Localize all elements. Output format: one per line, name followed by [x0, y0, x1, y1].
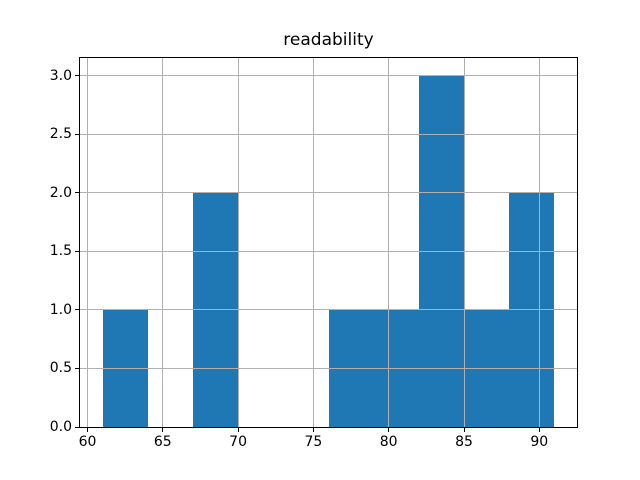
x-tick-label: 90 [530, 434, 549, 450]
gridline-horizontal [80, 133, 577, 135]
y-tick-mark [75, 250, 79, 252]
x-tick-mark [538, 428, 540, 432]
chart-title: readability [283, 30, 374, 50]
gridline-horizontal [80, 309, 577, 311]
gridline-vertical [388, 58, 390, 427]
x-tick-label: 85 [455, 434, 473, 450]
y-tick-mark [75, 309, 79, 311]
y-tick-label: 1.0 [49, 301, 72, 318]
x-tick-label: 75 [304, 434, 323, 450]
gridline-vertical [87, 58, 88, 427]
y-tick-label: 2.0 [49, 184, 72, 201]
x-tick-label: 60 [78, 434, 97, 450]
grid-layer [80, 58, 577, 427]
gridline-horizontal [80, 250, 577, 252]
y-tick-mark [75, 367, 79, 369]
x-tick-mark [388, 428, 390, 432]
gridline-vertical [237, 58, 239, 427]
y-tick-mark [75, 192, 79, 194]
x-tick-label: 65 [153, 434, 172, 450]
x-tick-mark [87, 428, 88, 432]
x-tick-mark [312, 428, 314, 432]
gridline-horizontal [80, 192, 577, 194]
y-tick-label: 0.5 [49, 360, 72, 377]
x-tick-mark [237, 428, 239, 432]
x-tick-label: 80 [379, 434, 398, 450]
gridline-vertical [538, 58, 540, 427]
x-tick-label: 70 [229, 434, 247, 450]
y-tick-label: 1.5 [49, 243, 72, 260]
y-tick-mark [75, 133, 79, 135]
x-tick-mark [463, 428, 465, 432]
y-tick-label: 3.0 [49, 67, 72, 84]
gridline-vertical [463, 58, 465, 427]
y-tick-label: 0.0 [49, 419, 72, 435]
y-tick-label: 2.5 [49, 126, 72, 143]
gridline-horizontal [80, 367, 577, 369]
gridline-vertical [312, 58, 314, 427]
y-tick-mark [75, 75, 79, 77]
x-tick-mark [162, 428, 164, 432]
plot-area [79, 57, 578, 428]
gridline-vertical [162, 58, 164, 427]
gridline-horizontal [80, 75, 577, 77]
y-tick-mark [75, 426, 79, 428]
